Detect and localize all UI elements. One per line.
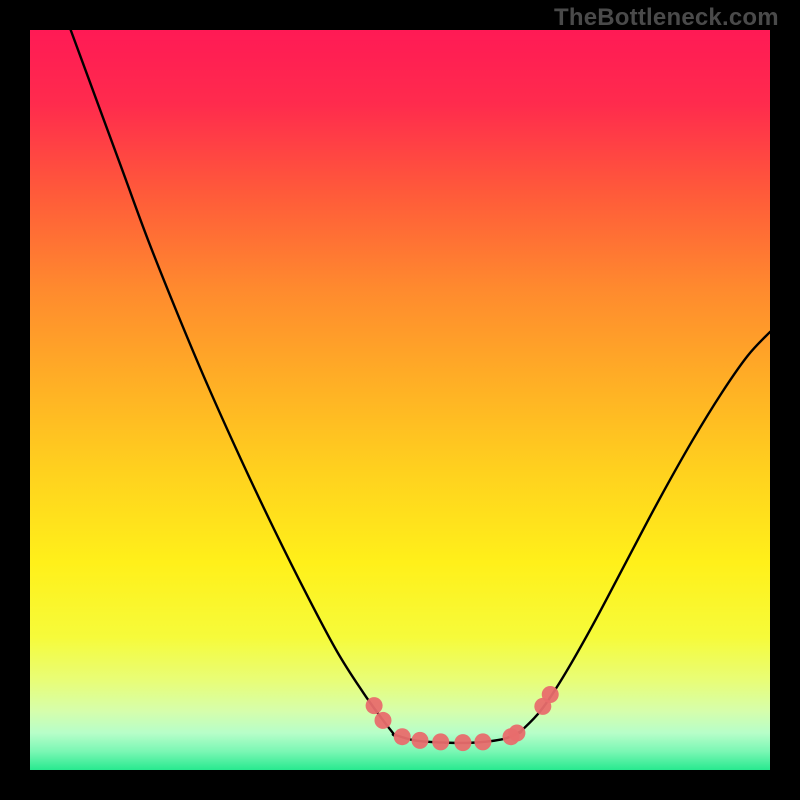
marker-point — [508, 725, 525, 742]
marker-point — [432, 733, 449, 750]
marker-point — [394, 728, 411, 745]
marker-point — [542, 686, 559, 703]
marker-point — [366, 697, 383, 714]
marker-point — [454, 734, 471, 751]
bottleneck-chart — [0, 0, 800, 800]
marker-point — [474, 733, 491, 750]
plot-background — [30, 30, 770, 770]
marker-point — [411, 732, 428, 749]
chart-frame: TheBottleneck.com — [0, 0, 800, 800]
marker-point — [374, 712, 391, 729]
watermark-text: TheBottleneck.com — [554, 4, 779, 32]
